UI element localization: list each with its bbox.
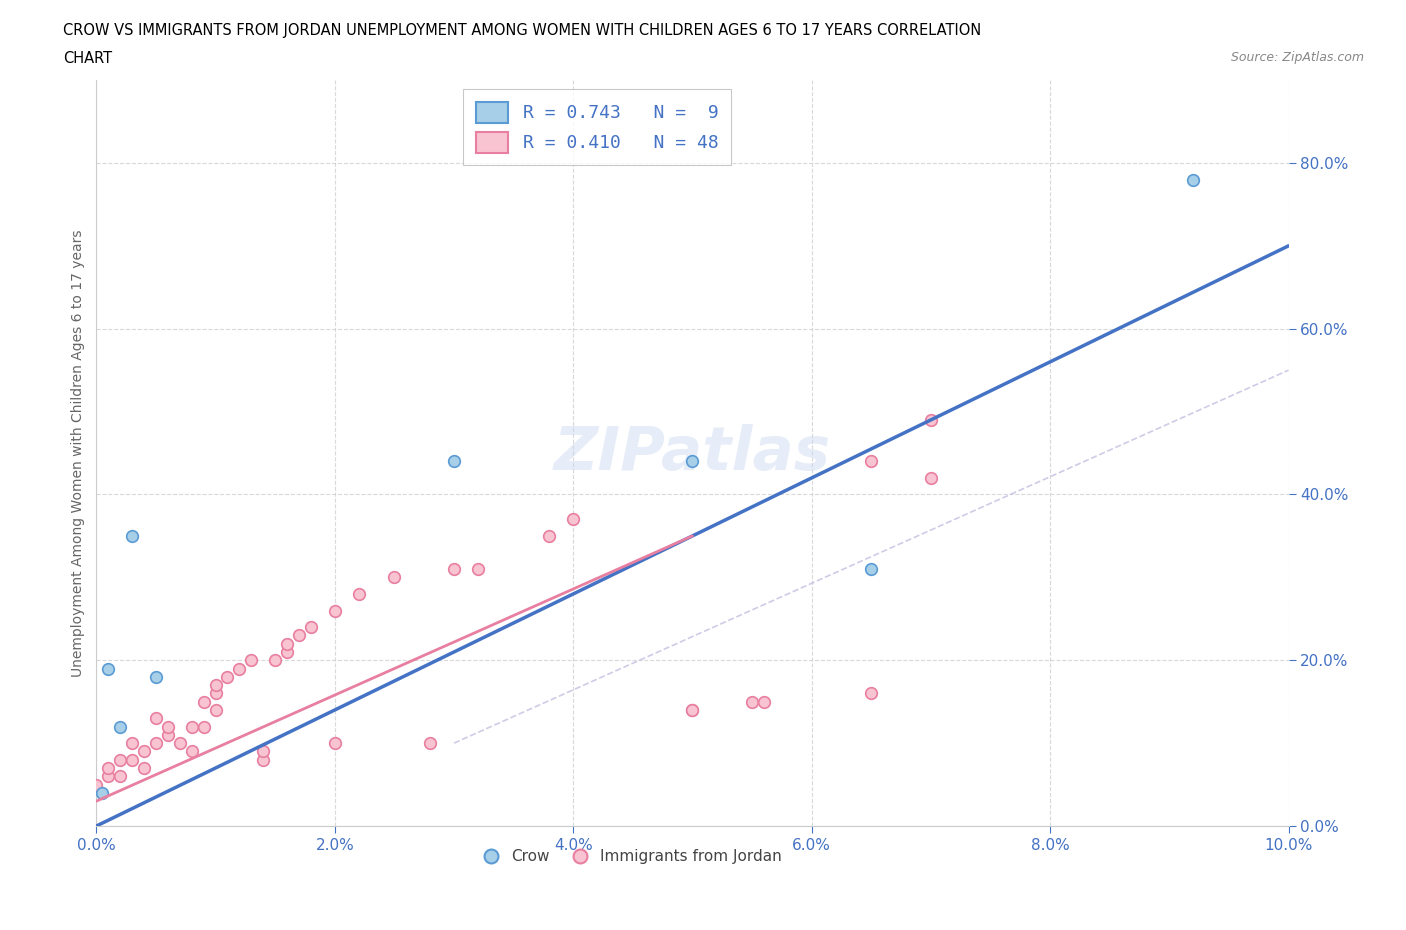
Point xyxy=(443,562,465,577)
Point xyxy=(681,702,703,717)
Text: ZIPatlas: ZIPatlas xyxy=(554,423,831,483)
Point xyxy=(156,719,179,734)
Point xyxy=(228,661,250,676)
Point xyxy=(1182,172,1205,187)
Text: CROW VS IMMIGRANTS FROM JORDAN UNEMPLOYMENT AMONG WOMEN WITH CHILDREN AGES 6 TO : CROW VS IMMIGRANTS FROM JORDAN UNEMPLOYM… xyxy=(63,23,981,38)
Point xyxy=(252,752,274,767)
Point xyxy=(156,727,179,742)
Point xyxy=(323,736,346,751)
Point xyxy=(193,719,215,734)
Point xyxy=(347,587,370,602)
Point xyxy=(97,661,120,676)
Point xyxy=(299,619,322,634)
Point xyxy=(323,603,346,618)
Point xyxy=(204,678,226,693)
Point xyxy=(264,653,287,668)
Point xyxy=(860,454,883,469)
Point xyxy=(252,744,274,759)
Point xyxy=(180,744,202,759)
Point xyxy=(108,719,131,734)
Point xyxy=(467,562,489,577)
Point xyxy=(121,736,143,751)
Point xyxy=(538,528,561,543)
Point xyxy=(204,702,226,717)
Point xyxy=(132,761,155,776)
Point xyxy=(920,413,942,428)
Point xyxy=(91,786,114,801)
Point xyxy=(108,769,131,784)
Point xyxy=(217,670,239,684)
Y-axis label: Unemployment Among Women with Children Ages 6 to 17 years: Unemployment Among Women with Children A… xyxy=(72,230,86,677)
Point xyxy=(169,736,191,751)
Point xyxy=(121,752,143,767)
Point xyxy=(681,454,703,469)
Text: CHART: CHART xyxy=(63,51,112,66)
Point xyxy=(145,670,167,684)
Point xyxy=(276,636,298,651)
Point xyxy=(121,528,143,543)
Point xyxy=(145,736,167,751)
Point xyxy=(419,736,441,751)
Point xyxy=(180,719,202,734)
Point xyxy=(108,752,131,767)
Point xyxy=(562,512,585,526)
Point xyxy=(276,644,298,659)
Point xyxy=(384,570,406,585)
Legend: Crow, Immigrants from Jordan: Crow, Immigrants from Jordan xyxy=(478,844,787,870)
Point xyxy=(860,686,883,701)
Point xyxy=(145,711,167,725)
Point xyxy=(204,686,226,701)
Point xyxy=(741,695,763,710)
Point xyxy=(920,471,942,485)
Point xyxy=(860,562,883,577)
Point xyxy=(132,744,155,759)
Point xyxy=(288,628,311,643)
Point xyxy=(752,695,775,710)
Text: Source: ZipAtlas.com: Source: ZipAtlas.com xyxy=(1230,51,1364,64)
Point xyxy=(193,695,215,710)
Point xyxy=(86,777,108,792)
Point xyxy=(240,653,263,668)
Point xyxy=(97,769,120,784)
Point xyxy=(681,702,703,717)
Point xyxy=(97,761,120,776)
Point xyxy=(443,454,465,469)
